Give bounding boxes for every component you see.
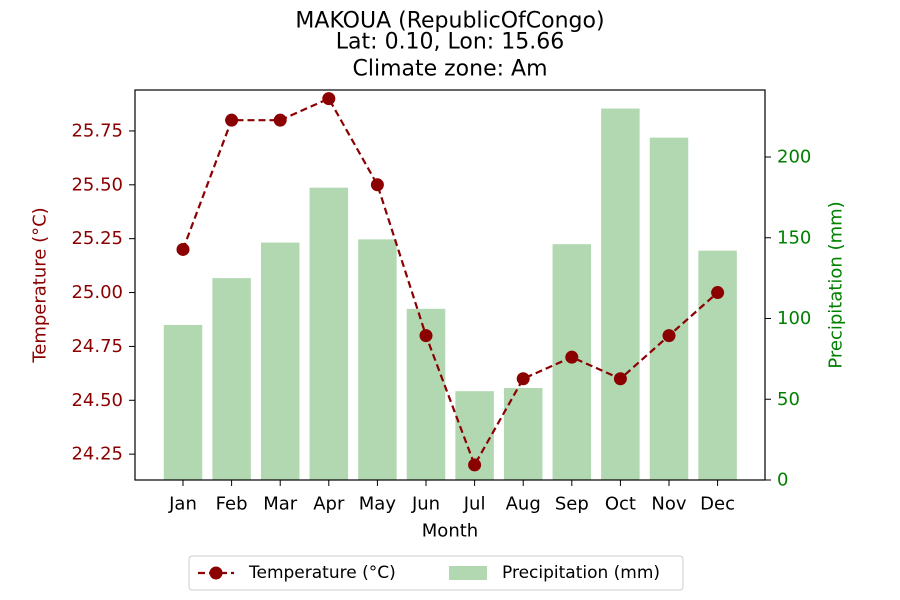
temp-point-sep: [565, 350, 579, 364]
legend: Temperature (°C) Precipitation (mm): [188, 555, 684, 591]
precip-bar-apr: [309, 187, 349, 481]
left-tick-label: 24.75: [71, 336, 123, 357]
left-tick-label: 24.50: [71, 390, 123, 411]
right-tick-label: 150: [777, 227, 811, 248]
right-axis-ticks: 0 50 100 150 200: [765, 147, 811, 491]
left-tick-label: 25.75: [71, 120, 123, 141]
precipitation-bars: [163, 108, 737, 481]
left-tick-label: 25.50: [71, 174, 123, 195]
temp-point-mar: [273, 113, 287, 127]
right-tick-label: 0: [777, 470, 788, 491]
temperature-line-path: [181, 97, 719, 468]
temperature-line: [176, 92, 725, 472]
legend-item-temperature: Temperature (°C): [198, 563, 396, 583]
x-tick-label: Mar: [263, 494, 298, 515]
x-tick-label: Jul: [463, 494, 486, 515]
chart-title: MAKOUA (RepublicOfCongo) Lat: 0.10, Lon:…: [295, 9, 604, 82]
right-tick-label: 100: [777, 308, 811, 329]
legend-frame: [188, 555, 684, 591]
left-axis-label: Temperature (°C): [30, 207, 51, 363]
x-tick-label: Jan: [168, 494, 197, 515]
x-tick-label: Aug: [506, 494, 541, 515]
title-line-3: Climate zone: Am: [352, 57, 547, 82]
x-tick-label: Oct: [605, 494, 636, 515]
x-tick-label: May: [359, 494, 397, 515]
left-tick-label: 25.00: [71, 282, 123, 303]
precip-bar-dec: [698, 250, 737, 480]
plot-frame: [134, 89, 766, 481]
temp-point-feb: [225, 113, 239, 127]
legend-precipitation-label: Precipitation (mm): [502, 563, 660, 583]
right-axis-label: Precipitation (mm): [826, 201, 847, 368]
x-axis-label: Month: [422, 521, 478, 542]
x-tick-label: Jun: [411, 494, 440, 515]
x-tick-label: Nov: [651, 494, 686, 515]
right-tick-label: 200: [777, 147, 811, 168]
legend-temperature-marker: [209, 566, 223, 580]
temp-point-jul: [468, 458, 482, 472]
title-line-2: Lat: 0.10, Lon: 15.66: [336, 30, 564, 55]
legend-item-precipitation: Precipitation (mm): [449, 563, 660, 583]
precip-bar-feb: [212, 278, 251, 480]
precip-bar-jan: [163, 324, 203, 480]
temp-point-jan: [176, 242, 190, 256]
temp-point-dec: [711, 286, 725, 300]
x-axis-ticks: Jan Feb Mar Apr May Jun Jul Aug Sep Oct Nov Dec: [168, 480, 735, 515]
x-tick-label: Dec: [700, 494, 735, 515]
left-tick-label: 25.25: [71, 228, 123, 249]
temp-point-aug: [516, 372, 530, 386]
x-tick-label: Sep: [555, 494, 589, 515]
temp-point-oct: [613, 372, 627, 386]
left-axis-ticks: 24.25 24.50 24.75 25.00 25.25 25.50 25.75: [71, 120, 135, 465]
precip-bar-nov: [649, 137, 689, 480]
right-tick-label: 50: [777, 389, 800, 410]
temp-point-may: [370, 178, 384, 192]
legend-precipitation-swatch: [449, 566, 487, 580]
precip-bar-mar: [260, 242, 300, 480]
temp-point-nov: [662, 329, 676, 343]
precip-bar-oct: [601, 108, 640, 481]
temp-point-apr: [322, 92, 336, 106]
left-tick-label: 24.25: [71, 444, 123, 465]
title-line-1: MAKOUA (RepublicOfCongo): [295, 9, 604, 34]
legend-temperature-label: Temperature (°C): [248, 563, 396, 583]
precip-bar-may: [358, 239, 397, 480]
x-tick-label: Apr: [313, 494, 345, 515]
x-tick-label: Feb: [216, 494, 248, 515]
temp-point-jun: [419, 329, 433, 343]
